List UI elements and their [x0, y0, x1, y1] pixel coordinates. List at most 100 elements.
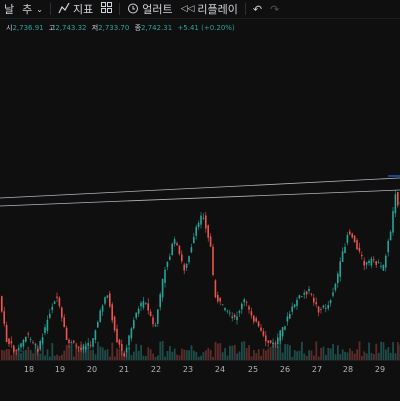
volume-bar [262, 348, 265, 360]
volume-bar [373, 354, 375, 360]
candle [49, 313, 51, 318]
candle [219, 297, 221, 302]
volume-bar [154, 356, 157, 360]
candle [80, 347, 82, 350]
volume-bar [207, 347, 210, 360]
replay-button[interactable]: ◁◁ 리플레이 [177, 0, 242, 18]
price-chart[interactable] [0, 0, 400, 360]
volume-bar [334, 354, 337, 360]
candle [320, 308, 322, 310]
volume-bar [171, 351, 174, 360]
candle [308, 288, 310, 292]
candle [202, 217, 205, 219]
candle [193, 236, 195, 244]
layout-button[interactable] [97, 0, 116, 18]
candle [327, 305, 329, 309]
candle [3, 311, 5, 324]
candle [387, 240, 389, 253]
candle [118, 339, 121, 345]
volume-bar [1, 349, 3, 360]
volume-bar [99, 346, 102, 360]
candle [65, 327, 68, 341]
candle [166, 261, 169, 268]
x-tick-label: 23 [182, 365, 194, 374]
candle [190, 247, 193, 253]
candle [116, 328, 118, 343]
volume-bar [231, 345, 234, 360]
redo-button[interactable]: ↷ [266, 0, 283, 18]
volume-bar [77, 346, 80, 360]
volume-bar [217, 343, 219, 360]
candle [73, 340, 75, 343]
volume-bar [97, 341, 99, 360]
candle [385, 255, 387, 268]
volume-bar [291, 356, 294, 360]
candle [212, 246, 214, 276]
volume-bar [224, 347, 226, 360]
volume-bar [313, 355, 315, 360]
volume-bar [17, 344, 20, 360]
candle [161, 278, 164, 298]
candle [104, 297, 106, 304]
volume-bar [178, 355, 181, 360]
candle [298, 295, 301, 299]
alert-button[interactable]: 얼러트 [123, 0, 176, 18]
candle [125, 347, 128, 353]
volume-bar [181, 348, 183, 360]
volume-bar [375, 343, 378, 360]
trendline-upper[interactable] [0, 177, 400, 199]
volume-bar [389, 352, 392, 360]
candle [99, 310, 101, 322]
divider [244, 3, 246, 15]
candle [382, 264, 385, 271]
candle [272, 342, 274, 345]
candle [135, 312, 137, 318]
replay-label: 리플레이 [197, 3, 238, 16]
volume-bar [152, 353, 154, 360]
volume-bar [109, 356, 111, 360]
volume-bar [145, 356, 147, 360]
candle [375, 261, 377, 265]
volume-bar [351, 351, 354, 360]
candle [51, 306, 53, 310]
volume-bars [1, 341, 400, 360]
indicators-button[interactable]: 지표 [54, 0, 97, 18]
volume-bar [202, 352, 205, 360]
volume-bar [147, 347, 150, 360]
volume-bar [226, 355, 229, 360]
indicators-icon [58, 2, 70, 17]
candle [171, 243, 173, 256]
candle [82, 346, 85, 350]
candle [68, 339, 70, 344]
trendline-lower[interactable] [0, 189, 400, 207]
volume-bar [44, 355, 46, 360]
volume-bar [382, 342, 385, 360]
candle [130, 328, 133, 339]
candle [267, 340, 269, 343]
volume-bar [363, 351, 366, 360]
volume-bar [329, 348, 332, 360]
volume-bar [161, 341, 164, 360]
undo-button[interactable]: ↶ [249, 0, 266, 18]
interval-label-2: 추 [22, 3, 33, 16]
candle [296, 299, 298, 307]
grid-icon [101, 2, 113, 16]
volume-bar [188, 350, 190, 360]
volume-bar [229, 345, 231, 360]
candle [281, 327, 284, 337]
volume-bar [94, 354, 97, 360]
candle [221, 304, 224, 306]
candle [183, 264, 185, 271]
x-tick-label: 19 [54, 365, 66, 374]
candle [370, 258, 373, 266]
candle [92, 338, 94, 347]
volume-bar [214, 341, 217, 360]
candle [145, 303, 147, 305]
candle [245, 301, 248, 303]
interval-selector[interactable]: 날 추 ⌄ [0, 0, 47, 18]
time-axis[interactable]: 18 19 20 21 22 23 24 25 26 27 28 29 [0, 360, 400, 401]
open-value: 2,736.91 [12, 24, 44, 32]
volume-bar [118, 349, 121, 360]
volume-bar [253, 349, 255, 360]
volume-bar [265, 350, 267, 360]
